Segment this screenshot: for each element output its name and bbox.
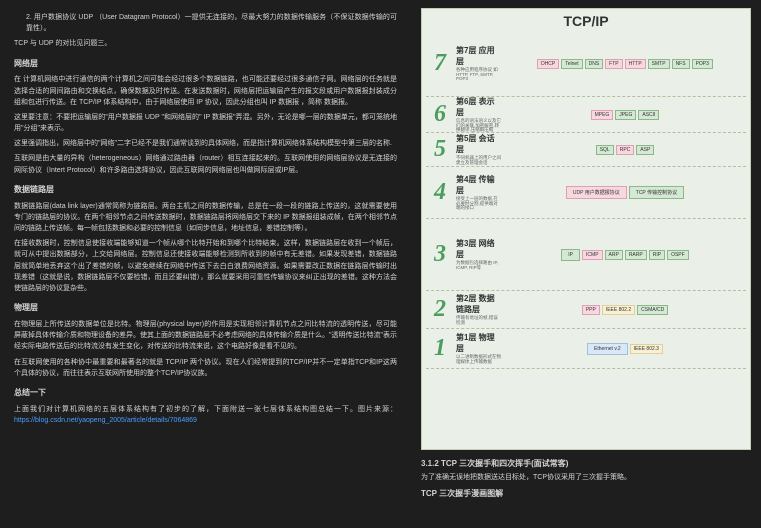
protocol-box: DNS bbox=[585, 59, 604, 69]
summary-text: 上面我们对计算机网络的五层体系结构有了初步的了解，下面附送一张七层体系结构图总结… bbox=[14, 406, 397, 413]
layer-name: 第1层 物理层 bbox=[456, 332, 502, 354]
protocol-box: Telnet bbox=[561, 59, 582, 69]
protocol-box: DHCP bbox=[537, 59, 559, 69]
netlayer-para-4: 互联网是由大量的异构（heterogeneous）网络通过路由器（router）… bbox=[14, 153, 397, 175]
layer-number: 4 bbox=[426, 167, 454, 218]
subsection-title-2: TCP 三次握手漫画图解 bbox=[421, 488, 751, 499]
protocol-box: OSPF bbox=[667, 250, 689, 260]
layer-name: 第4层 传输层 bbox=[456, 174, 502, 196]
layer-number: 7 bbox=[426, 31, 454, 96]
protocol-box: UDP 用户数据报协议 bbox=[566, 186, 627, 199]
layer-content: IPICMPARPRARPRIPOSPF bbox=[504, 219, 746, 290]
layer-row-5: 5第5层 会话层不同机器上的用户之间建立及管理会话SQLRPCASP bbox=[426, 133, 746, 167]
tcpip-diagram: TCP/IP 7第7层 应用层各种应用程序协议 如HTTP, FTP, SMTP… bbox=[421, 8, 751, 450]
layer-desc: 传输有地址的帧,错误检测 bbox=[456, 316, 502, 326]
layer-label: 第4层 传输层接受上一层的数据,在必要时分割,提供端对端的接口 bbox=[454, 167, 504, 218]
layer-desc: 为数据包选择路由 IP, ICMP, RIP等 bbox=[456, 261, 502, 271]
layer-desc: 以二进制数据形式在物理媒体上传输数据 bbox=[456, 355, 502, 365]
layer-name: 第3层 网络层 bbox=[456, 238, 502, 260]
protocol-box: RPC bbox=[616, 145, 635, 155]
protocol-box: MPEG bbox=[591, 110, 614, 120]
layer-row-6: 6第6层 表示层信息的语法语义以及它们的关联,加密解密,转换翻译,压缩解压缩MP… bbox=[426, 97, 746, 133]
list-item-2: 2. 用户数据协议 UDP （User Datagram Protocol）一提… bbox=[14, 12, 397, 34]
layer-number: 1 bbox=[426, 329, 454, 368]
summary-heading: 总结一下 bbox=[14, 387, 397, 400]
layer-row-3: 3第3层 网络层为数据包选择路由 IP, ICMP, RIP等IPICMPARP… bbox=[426, 219, 746, 291]
summary-para: 上面我们对计算机网络的五层体系结构有了初步的了解，下面附送一张七层体系结构图总结… bbox=[14, 404, 397, 426]
phylayer-para-2: 在互联网使用的各种协中最重要和最著名的就是 TCP/IP 两个协议。现在人们经常… bbox=[14, 357, 397, 379]
protocol-box: NFS bbox=[672, 59, 690, 69]
subsection: 3.1.2 TCP 三次握手和四次挥手(面试常客) 为了准确无误地把数据送达目标… bbox=[421, 458, 751, 499]
layer-number: 6 bbox=[426, 97, 454, 132]
protocol-box: FTP bbox=[605, 59, 622, 69]
protocol-box: CSMA/CD bbox=[637, 305, 668, 315]
layer-name: 第2层 数据链路层 bbox=[456, 293, 502, 315]
layer-content: MPEGJPEGASCII bbox=[504, 97, 746, 132]
layer-content: PPPIEEE 802.2CSMA/CD bbox=[504, 291, 746, 328]
tcp-udp-note: TCP 与 UDP 的对比见问题三。 bbox=[14, 38, 397, 49]
layer-label: 第3层 网络层为数据包选择路由 IP, ICMP, RIP等 bbox=[454, 219, 504, 290]
layer-desc: 接受上一层的数据,在必要时分割,提供端对端的接口 bbox=[456, 197, 502, 212]
protocol-box: SMTP bbox=[648, 59, 670, 69]
subsection-title-1: 3.1.2 TCP 三次握手和四次挥手(面试常客) bbox=[421, 458, 751, 469]
layer-row-2: 2第2层 数据链路层传输有地址的帧,错误检测PPPIEEE 802.2CSMA/… bbox=[426, 291, 746, 329]
document-left-panel: 2. 用户数据协议 UDP （User Datagram Protocol）一提… bbox=[0, 0, 411, 528]
layer-number: 2 bbox=[426, 291, 454, 328]
protocol-box: HTTP bbox=[625, 59, 646, 69]
layer-desc: 各种应用程序协议 如HTTP, FTP, SMTP, POP3 bbox=[456, 68, 502, 83]
layer-label: 第7层 应用层各种应用程序协议 如HTTP, FTP, SMTP, POP3 bbox=[454, 31, 504, 96]
layer-content: SQLRPCASP bbox=[504, 133, 746, 166]
layer-number: 5 bbox=[426, 133, 454, 166]
layer-content: DHCPTelnetDNSFTPHTTPSMTPNFSPOP3 bbox=[504, 31, 746, 96]
source-link[interactable]: https://blog.csdn.net/yaopeng_2005/artic… bbox=[14, 417, 197, 424]
protocol-box: IP bbox=[561, 249, 580, 261]
datalink-heading: 数据链路层 bbox=[14, 184, 397, 197]
layer-row-4: 4第4层 传输层接受上一层的数据,在必要时分割,提供端对端的接口UDP 用户数据… bbox=[426, 167, 746, 219]
protocol-box: POP3 bbox=[692, 59, 713, 69]
phylayer-heading: 物理层 bbox=[14, 302, 397, 315]
protocol-box: SQL bbox=[596, 145, 614, 155]
layer-content: Ethernet v.2IEEE 802.3 bbox=[504, 329, 746, 368]
protocol-box: ARP bbox=[605, 250, 623, 260]
phylayer-para-1: 在物理层上所传送的数据单位是比特。物理层(physical layer)的作用是… bbox=[14, 319, 397, 353]
diagram-title: TCP/IP bbox=[426, 13, 746, 29]
protocol-box: JPEG bbox=[615, 110, 636, 120]
layer-label: 第2层 数据链路层传输有地址的帧,错误检测 bbox=[454, 291, 504, 328]
protocol-box: RARP bbox=[625, 250, 647, 260]
protocol-box: TCP 传输控制协议 bbox=[629, 186, 684, 199]
protocol-box: ASP bbox=[636, 145, 654, 155]
netlayer-para-1: 在 计算机网络中进行通信的两个计算机之间可能会经过很多个数据链路，也可能还要经过… bbox=[14, 74, 397, 108]
layer-content: UDP 用户数据报协议TCP 传输控制协议 bbox=[504, 167, 746, 218]
layer-name: 第7层 应用层 bbox=[456, 45, 502, 67]
layer-name: 第6层 表示层 bbox=[456, 96, 502, 118]
protocol-box: RIP bbox=[649, 250, 665, 260]
layer-row-7: 7第7层 应用层各种应用程序协议 如HTTP, FTP, SMTP, POP3D… bbox=[426, 31, 746, 97]
protocol-box: IEEE 802.2 bbox=[602, 305, 635, 315]
layer-row-1: 1第1层 物理层以二进制数据形式在物理媒体上传输数据Ethernet v.2IE… bbox=[426, 329, 746, 369]
protocol-box: ICMP bbox=[582, 250, 603, 260]
protocol-box: PPP bbox=[582, 305, 600, 315]
layer-desc: 信息的语法语义以及它们的关联,加密解密,转换翻译,压缩解压缩 bbox=[456, 119, 502, 134]
layer-number: 3 bbox=[426, 219, 454, 290]
protocol-box: IEEE 802.3 bbox=[630, 344, 663, 354]
netlayer-para-3: 这里强调指出，网络层中的"网络"二字已经不是我们通常谈到的具体网络，而是指计算机… bbox=[14, 138, 397, 149]
netlayer-para-2: 这里要注意：不要把运输层的"用户数据报 UDP "和网络层的" IP 数据报"弄… bbox=[14, 112, 397, 134]
netlayer-heading: 网络层 bbox=[14, 58, 397, 71]
document-right-panel: TCP/IP 7第7层 应用层各种应用程序协议 如HTTP, FTP, SMTP… bbox=[411, 0, 761, 528]
subsection-text-1: 为了准确无误地把数据送达目标处，TCP协议采用了三次握手策略。 bbox=[421, 472, 751, 482]
datalink-para-2: 在接收数据时，控制信息使接收端能够知道一个帧从哪个比特开始和到哪个比特结束。这样… bbox=[14, 238, 397, 294]
layer-label: 第6层 表示层信息的语法语义以及它们的关联,加密解密,转换翻译,压缩解压缩 bbox=[454, 97, 504, 132]
layer-label: 第5层 会话层不同机器上的用户之间建立及管理会话 bbox=[454, 133, 504, 166]
protocol-box: Ethernet v.2 bbox=[587, 343, 628, 355]
layers-container: 7第7层 应用层各种应用程序协议 如HTTP, FTP, SMTP, POP3D… bbox=[426, 31, 746, 369]
protocol-box: ASCII bbox=[638, 110, 659, 120]
layer-desc: 不同机器上的用户之间建立及管理会话 bbox=[456, 156, 502, 166]
layer-label: 第1层 物理层以二进制数据形式在物理媒体上传输数据 bbox=[454, 329, 504, 368]
datalink-para-1: 数据链路层(data link layer)通常简称为链路层。两台主机之间的数据… bbox=[14, 201, 397, 235]
layer-name: 第5层 会话层 bbox=[456, 133, 502, 155]
